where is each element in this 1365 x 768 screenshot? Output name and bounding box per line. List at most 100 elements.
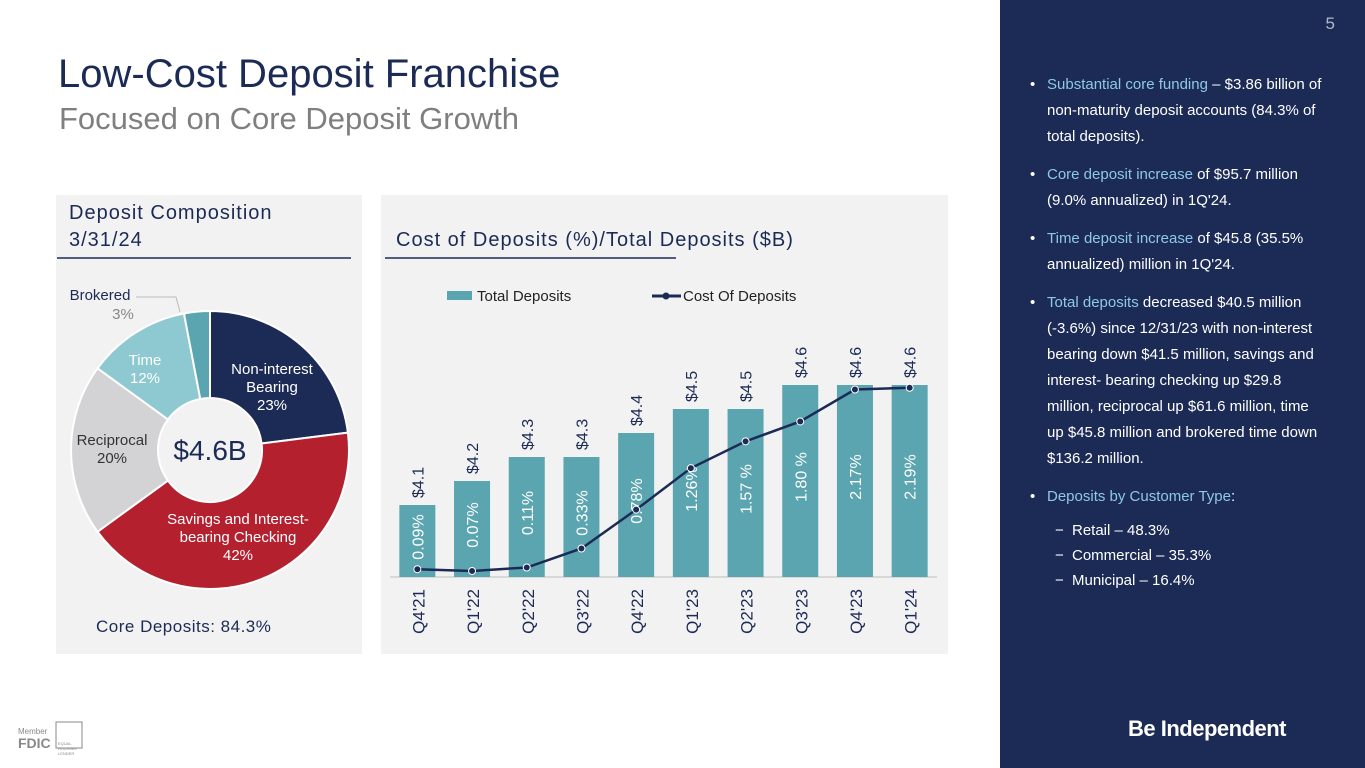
cost-point: [577, 544, 586, 553]
pie-label: Savings and Interest-bearing Checking: [167, 511, 309, 546]
pie-slice: [182, 309, 211, 401]
bar: [563, 457, 600, 577]
cost-value-label: 2.19%: [903, 454, 920, 499]
bar: [618, 433, 655, 577]
cost-point: [686, 464, 695, 473]
ehl-icon: [55, 721, 83, 749]
pie-value: 12%: [129, 370, 161, 387]
bar-value-label: $4.6: [903, 347, 920, 378]
page-number: 5: [1325, 14, 1335, 33]
cost-value-label: 0.33%: [574, 490, 591, 535]
bullet-lead: Core deposit increase: [1047, 166, 1193, 183]
bar: [454, 481, 491, 577]
x-tick-label: Q2'22: [519, 589, 538, 634]
bullet-list: Substantial core funding – $3.86 billion…: [1030, 72, 1322, 593]
x-tick-label: Q1'22: [464, 589, 483, 634]
cost-value-label: 0.09%: [410, 514, 427, 559]
cost-value-label: 2.17%: [848, 454, 865, 499]
cost-line: [417, 386, 910, 573]
subtitle: Focused on Core Deposit Growth: [59, 101, 520, 136]
pie-title: Deposit Composition 3/31/24: [69, 202, 273, 251]
sidebar: 5 Substantial core funding – $3.86 billi…: [1000, 0, 1365, 768]
bullet-lead: Total deposits: [1047, 294, 1139, 311]
x-tick-label: Q2'23: [738, 589, 757, 634]
bullet-text: :: [1230, 488, 1236, 505]
pie-center-label: $4.6B: [173, 435, 246, 466]
pie-slice: [70, 366, 170, 534]
cost-value-label: 0.78%: [629, 478, 646, 523]
bar-value-label: $4.1: [410, 467, 427, 498]
pie-annotation: Core Deposits: 84.3%: [96, 617, 272, 636]
leader-line: [136, 296, 181, 313]
legend-label: Total Deposits: [477, 288, 571, 305]
bar: [782, 385, 819, 577]
bar: [399, 505, 436, 577]
sub-bullet: Municipal – 16.4%: [1047, 568, 1322, 593]
bar: [508, 457, 545, 577]
legend-label: Cost Of Deposits: [683, 288, 796, 305]
cost-value-label: 1.57 %: [739, 464, 756, 514]
x-tick-label: Q4'23: [847, 589, 866, 634]
cost-point: [850, 385, 859, 394]
cost-value-label: 0.11%: [520, 491, 537, 535]
cost-point: [522, 563, 531, 572]
pie-slice: [209, 309, 350, 445]
bullet: Time deposit increase of $45.8 (35.5% an…: [1030, 226, 1322, 278]
x-tick-label: Q1'24: [902, 589, 921, 634]
bullet-lead: Substantial core funding: [1047, 76, 1208, 93]
bullet-text: – $3.86 billion of non-maturity deposit …: [1047, 76, 1322, 145]
pie-label-group: Time 12%: [95, 352, 195, 388]
pie-label: Brokered: [69, 287, 131, 304]
pie-label-group: Reciprocal 20%: [62, 432, 162, 468]
bar-value-label: $4.6: [848, 347, 865, 378]
legend-dot: [662, 292, 670, 300]
x-tick-label: Q1'23: [683, 589, 702, 634]
cost-point: [741, 437, 750, 446]
cost-value-label: 1.80 %: [793, 452, 810, 502]
pie-value: 23%: [256, 397, 288, 414]
bullet-text: decreased $40.5 million (-3.6%) since 12…: [1047, 294, 1318, 467]
legend-swatch: [447, 291, 472, 300]
bullet: Total deposits decreased $40.5 million (…: [1030, 290, 1322, 472]
x-tick-label: Q3'22: [573, 589, 592, 634]
cost-point: [796, 417, 805, 426]
pie-label-group: Savings and Interest-bearing Checking 42%: [156, 511, 321, 565]
bar: [672, 409, 709, 577]
pie-value: 42%: [222, 547, 254, 564]
title: Low-Cost Deposit Franchise: [58, 52, 561, 96]
sub-bullet: Retail – 48.3%: [1047, 518, 1322, 543]
cost-point: [413, 565, 422, 574]
sub-bullet: Commercial – 35.3%: [1047, 543, 1322, 568]
bar-value-label: $4.4: [629, 395, 646, 426]
bullet-text: of $45.8 (35.5% annualized) million in 1…: [1047, 230, 1304, 273]
x-tick-label: Q3'23: [792, 589, 811, 634]
cost-value-label: 0.07%: [465, 502, 482, 547]
pie-label: Non-interest Bearing: [231, 361, 313, 396]
cost-point: [632, 505, 641, 514]
bar: [891, 385, 928, 577]
bullet-lead: Time deposit increase: [1047, 230, 1194, 247]
cost-value-label: 1.26%: [684, 466, 701, 511]
slide-graphics: $4.6B Total Deposits Cost Of Deposits $4.1 0…: [55, 195, 948, 749]
pie-value: 3%: [112, 306, 134, 323]
bullet: Core deposit increase of $95.7 million (…: [1030, 162, 1322, 214]
bar-value-label: $4.5: [739, 371, 756, 402]
bullet-lead: Deposits by Customer Type: [1047, 488, 1231, 505]
pie-label-group: Non-interest Bearing 23%: [222, 361, 322, 415]
x-tick-label: Q4'21: [409, 589, 428, 634]
bar: [836, 385, 873, 577]
bar-value-label: $4.3: [574, 419, 591, 450]
cost-point: [905, 383, 914, 392]
pie-label: Time: [128, 352, 162, 369]
pie-value: 20%: [96, 450, 128, 467]
bar-value-label: $4.3: [520, 419, 537, 450]
ehl: EQUAL HOUSING LENDER: [58, 741, 77, 756]
cost-point: [468, 566, 477, 575]
bar-value-label: $4.2: [465, 443, 482, 474]
pie-label: Reciprocal: [76, 432, 148, 449]
pie-slice: [96, 431, 350, 590]
fdic: FDIC: [18, 735, 51, 751]
bullet: Substantial core funding – $3.86 billion…: [1030, 72, 1322, 150]
x-tick-label: Q4'22: [628, 589, 647, 634]
